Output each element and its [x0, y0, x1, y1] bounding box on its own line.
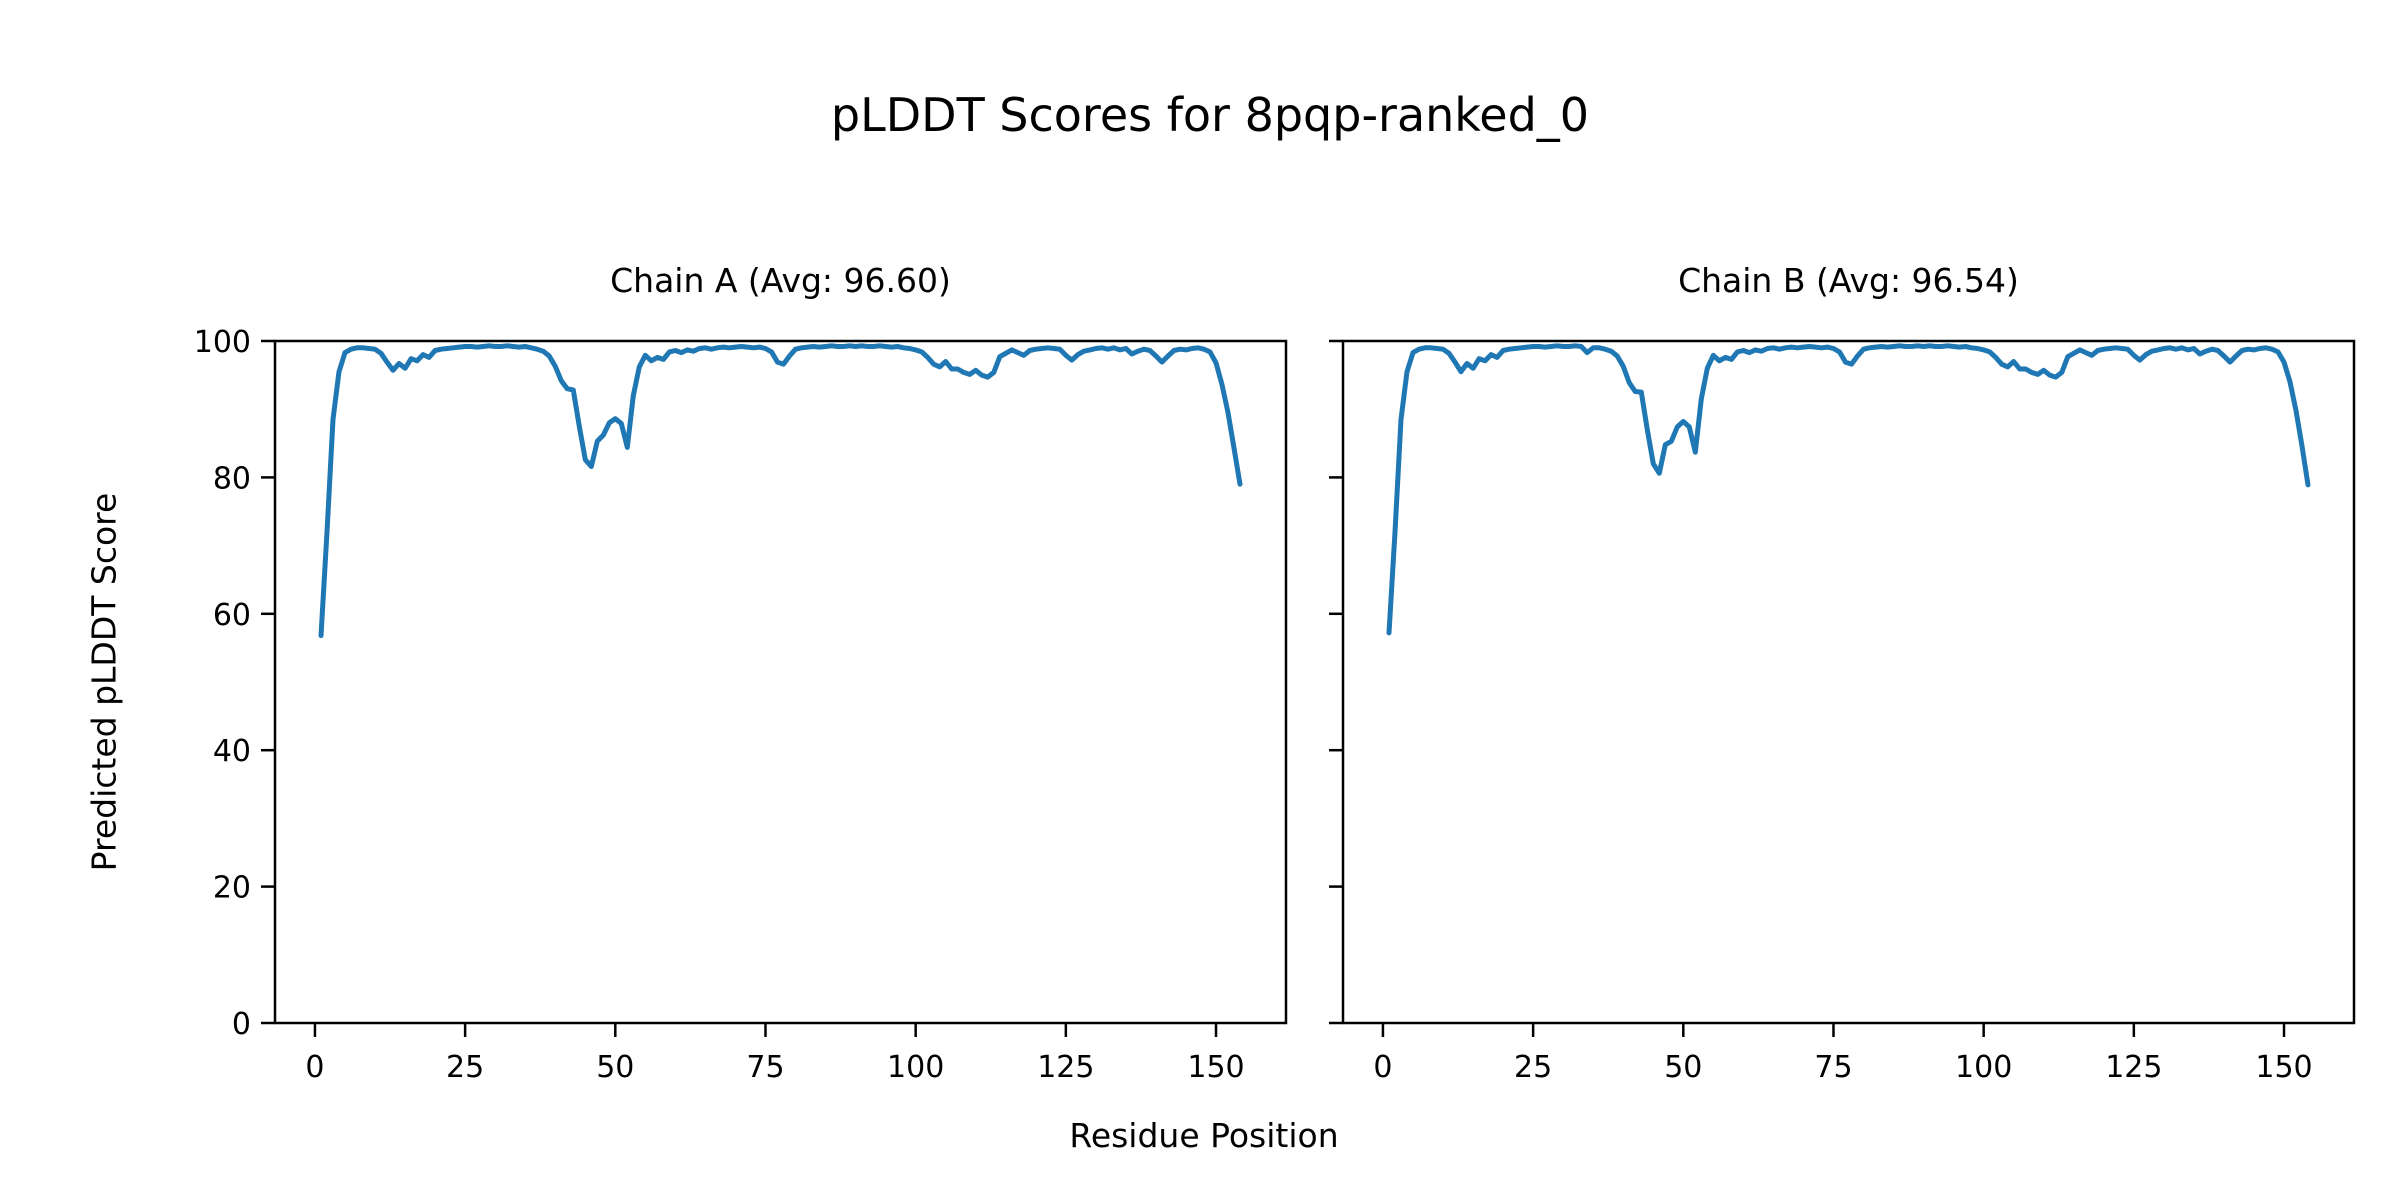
x-tick-label: 0: [305, 1050, 324, 1085]
chain-b-subplot-title: Chain B (Avg: 96.54): [1678, 261, 2019, 300]
chain-a-subplot-title: Chain A (Avg: 96.60): [610, 261, 951, 300]
y-tick-label: 0: [232, 1007, 251, 1042]
x-tick-label: 75: [1814, 1050, 1852, 1085]
x-tick-label: 150: [2255, 1050, 2312, 1085]
x-tick-label: 50: [596, 1050, 634, 1085]
y-tick-label: 20: [213, 871, 251, 906]
y-tick-label: 100: [194, 325, 251, 360]
x-tick-label: 75: [746, 1050, 784, 1085]
y-tick-label: 40: [213, 734, 251, 769]
plddt-line-chain-a: [318, 343, 1243, 639]
axes-spines: [1341, 339, 2356, 1025]
x-tick-label: 50: [1664, 1050, 1702, 1085]
figure-title: pLDDT Scores for 8pqp-ranked_0: [830, 88, 1590, 142]
plddt-line-chain-b: [1386, 343, 2311, 636]
x-tick-label: 25: [446, 1050, 484, 1085]
y-tick-label: 80: [213, 461, 251, 496]
y-axis-label: Predicted pLDDT Score: [84, 492, 124, 872]
x-tick-label: 150: [1187, 1050, 1244, 1085]
x-tick-label: 125: [1037, 1050, 1094, 1085]
x-tick-label: 100: [887, 1050, 944, 1085]
x-tick-label: 125: [2105, 1050, 2162, 1085]
x-tick-label: 25: [1514, 1050, 1552, 1085]
x-tick-label: 0: [1373, 1050, 1392, 1085]
axes-spines: [273, 339, 1288, 1025]
x-axis-label: Residue Position: [1069, 1116, 1339, 1155]
x-tick-label: 100: [1955, 1050, 2012, 1085]
y-tick-label: 60: [213, 598, 251, 633]
